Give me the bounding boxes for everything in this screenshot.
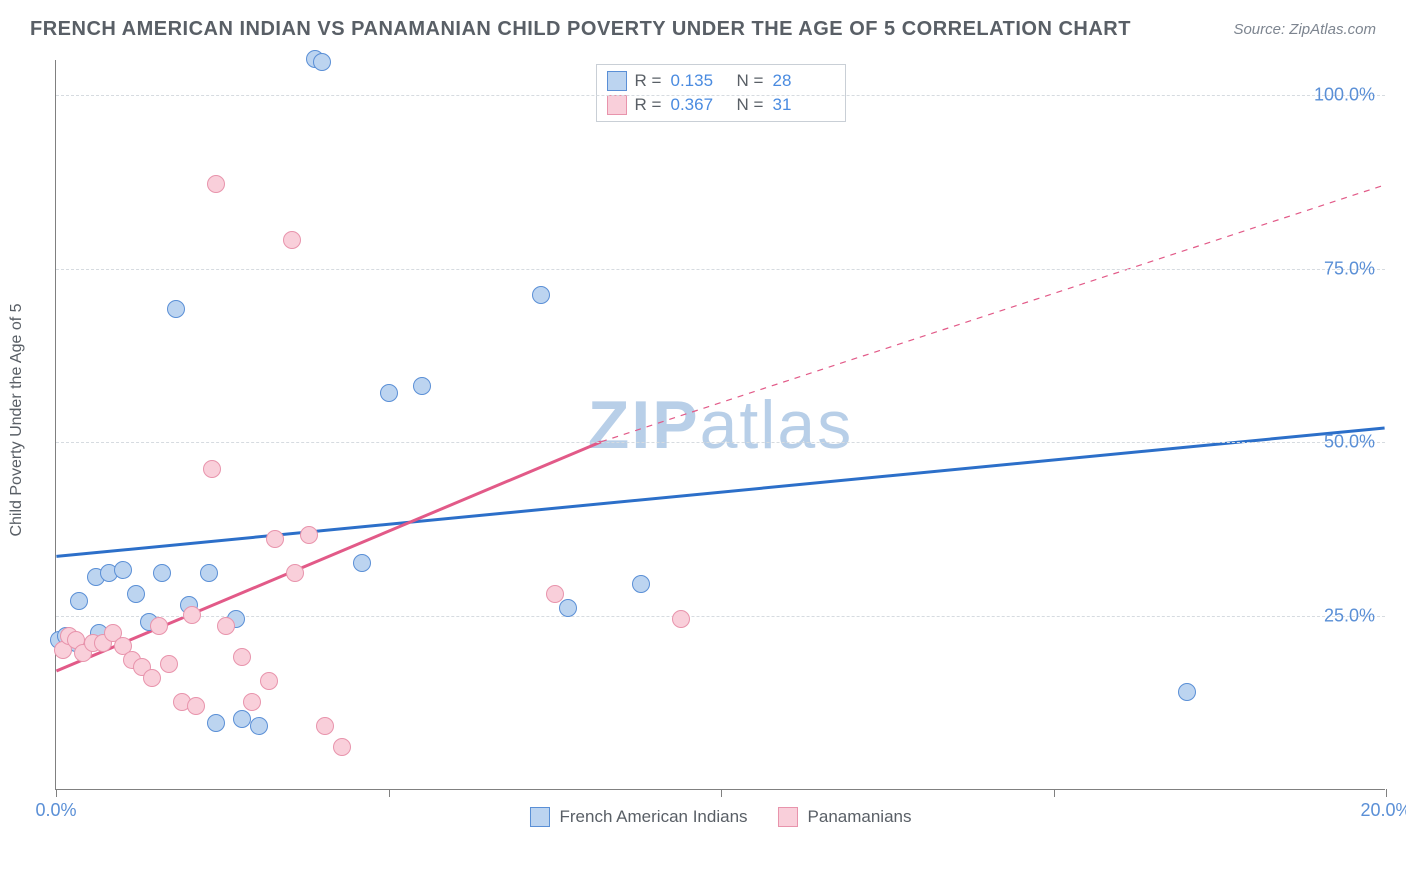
data-point — [143, 669, 161, 687]
xtick — [56, 789, 57, 797]
legend-row: R = 0.367 N = 31 — [607, 93, 831, 117]
data-point — [532, 286, 550, 304]
data-point — [1178, 683, 1196, 701]
xtick — [1054, 789, 1055, 797]
data-point — [300, 526, 318, 544]
y-axis-label: Child Poverty Under the Age of 5 — [8, 303, 26, 536]
ytick-label: 100.0% — [1314, 84, 1375, 105]
ytick-label: 25.0% — [1324, 606, 1375, 627]
data-point — [286, 564, 304, 582]
gridline — [56, 442, 1385, 443]
xtick — [721, 789, 722, 797]
data-point — [672, 610, 690, 628]
ytick-label: 50.0% — [1324, 432, 1375, 453]
data-point — [233, 648, 251, 666]
legend-swatch — [529, 807, 549, 827]
source-label: Source: ZipAtlas.com — [1233, 21, 1376, 38]
r-value: 0.135 — [671, 71, 729, 91]
n-label: N = — [737, 95, 765, 115]
data-point — [266, 530, 284, 548]
data-point — [559, 599, 577, 617]
gridline — [56, 616, 1385, 617]
legend-swatch — [607, 71, 627, 91]
gridline — [56, 269, 1385, 270]
data-point — [127, 585, 145, 603]
data-point — [333, 738, 351, 756]
data-point — [283, 231, 301, 249]
data-point — [207, 175, 225, 193]
trend-lines — [56, 60, 1385, 789]
data-point — [632, 575, 650, 593]
r-label: R = — [635, 71, 663, 91]
xtick-label: 0.0% — [35, 800, 76, 821]
data-point — [203, 460, 221, 478]
gridline — [56, 95, 1385, 96]
data-point — [313, 53, 331, 71]
data-point — [187, 697, 205, 715]
series-legend: French American Indians Panamanians — [529, 807, 911, 827]
chart-title: FRENCH AMERICAN INDIAN VS PANAMANIAN CHI… — [30, 18, 1131, 41]
data-point — [150, 617, 168, 635]
legend-swatch — [778, 807, 798, 827]
legend-swatch — [607, 95, 627, 115]
data-point — [260, 672, 278, 690]
data-point — [353, 554, 371, 572]
r-value: 0.367 — [671, 95, 729, 115]
data-point — [380, 384, 398, 402]
r-label: R = — [635, 95, 663, 115]
n-label: N = — [737, 71, 765, 91]
data-point — [316, 717, 334, 735]
ytick-label: 75.0% — [1324, 258, 1375, 279]
correlation-legend: R = 0.135 N = 28 R = 0.367 N = 31 — [596, 64, 846, 122]
data-point — [114, 561, 132, 579]
series-name: French American Indians — [559, 807, 747, 827]
series-legend-item: French American Indians — [529, 807, 747, 827]
xtick — [1386, 789, 1387, 797]
data-point — [546, 585, 564, 603]
data-point — [413, 377, 431, 395]
xtick — [389, 789, 390, 797]
xtick-label: 20.0% — [1360, 800, 1406, 821]
series-name: Panamanians — [808, 807, 912, 827]
data-point — [167, 300, 185, 318]
watermark: ZIPatlas — [588, 386, 853, 464]
n-value: 28 — [773, 71, 831, 91]
data-point — [200, 564, 218, 582]
series-legend-item: Panamanians — [778, 807, 912, 827]
data-point — [70, 592, 88, 610]
data-point — [217, 617, 235, 635]
legend-row: R = 0.135 N = 28 — [607, 69, 831, 93]
data-point — [183, 606, 201, 624]
data-point — [243, 693, 261, 711]
n-value: 31 — [773, 95, 831, 115]
data-point — [160, 655, 178, 673]
data-point — [153, 564, 171, 582]
data-point — [250, 717, 268, 735]
plot-area: ZIPatlas R =0.135N =28R =0.367N =31 Fren… — [55, 60, 1385, 790]
data-point — [207, 714, 225, 732]
data-point — [233, 710, 251, 728]
